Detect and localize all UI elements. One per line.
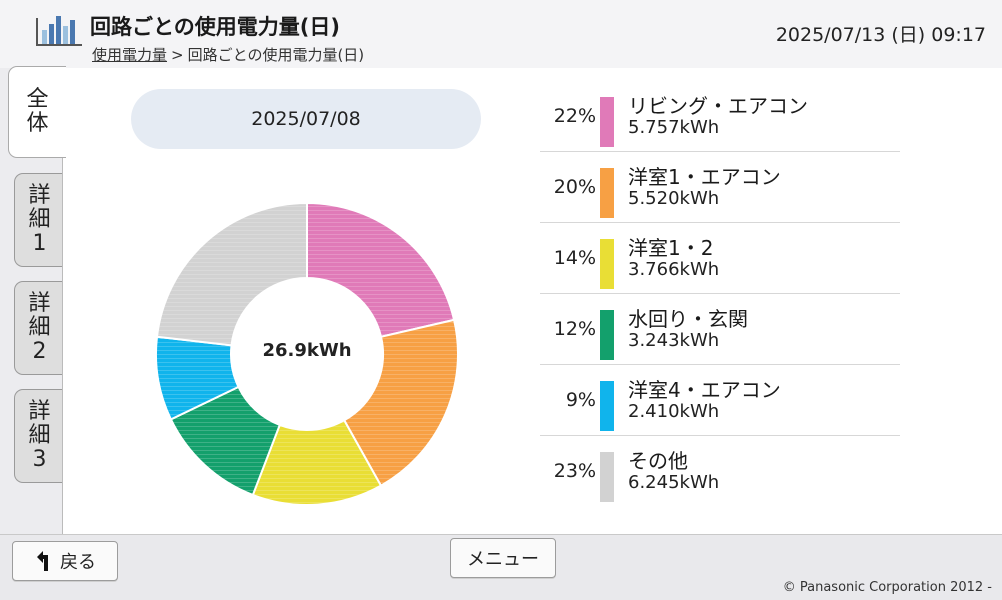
legend-name: 洋室1・2 [628,236,714,260]
legend-item: 23% その他 6.245kWh [540,436,900,507]
tab-overall-char: 体 [26,111,49,136]
tab-detail-3[interactable]: 詳 細 3 [14,389,64,483]
back-button[interactable]: 戻る [12,541,118,581]
legend-name: その他 [628,449,688,473]
legend-percent: 9% [565,389,596,411]
tab-detail-2-char: 2 [32,338,47,364]
donut-slice-texture [307,203,455,337]
tab-detail-3-char: 細 [28,423,51,449]
donut-slice-texture [156,336,239,420]
legend-name: 洋室4・エアコン [628,378,781,402]
legend-percent: 23% [553,460,596,482]
tab-detail-1-char: 細 [28,207,51,233]
footer-bar: 戻る メニュー © Panasonic Corporation 2012 - [0,534,1002,600]
legend-name: リビング・エアコン [628,94,808,118]
donut-slice-texture [344,319,458,486]
breadcrumb: 使用電力量 > 回路ごとの使用電力量(日) [92,44,364,65]
legend-swatch [600,97,614,147]
legend-swatch [600,310,614,360]
legend-swatch [600,239,614,289]
legend-percent: 12% [553,318,596,340]
donut-slice-texture [170,386,280,495]
legend-value: 3.243kWh [628,330,720,351]
tab-detail-2[interactable]: 詳 細 2 [14,281,64,375]
donut-slice-texture [252,420,381,506]
tab-detail-2-char: 細 [28,315,51,341]
legend-value: 3.766kWh [628,259,720,280]
legend-value: 2.410kWh [628,401,720,422]
tab-detail-1-char: 1 [32,230,47,256]
legend-swatch [600,168,614,218]
breadcrumb-current: 回路ごとの使用電力量(日) [187,46,365,64]
menu-button[interactable]: メニュー [450,538,556,578]
legend-item: 9% 洋室4・エアコン 2.410kWh [540,365,900,436]
donut-slice-texture [156,203,307,346]
return-arrow-icon [37,551,48,571]
header-bar: 回路ごとの使用電力量(日) 使用電力量 > 回路ごとの使用電力量(日) 2025/0… [0,0,1002,68]
total-usage-label: 26.9kWh [262,340,352,361]
legend-name: 洋室1・エアコン [628,165,781,189]
donut-chart [155,202,459,506]
copyright-text: © Panasonic Corporation 2012 - [782,580,992,595]
tab-detail-2-char: 詳 [28,291,51,317]
legend-item: 20% 洋室1・エアコン 5.520kWh [540,152,900,223]
legend-value: 5.520kWh [628,188,720,209]
legend-item: 12% 水回り・玄関 3.243kWh [540,294,900,365]
breadcrumb-separator: > [171,46,184,64]
legend-item: 14% 洋室1・2 3.766kWh [540,223,900,294]
legend-name: 水回り・玄関 [628,307,748,331]
back-button-label: 戻る [60,552,96,573]
legend-percent: 20% [553,176,596,198]
legend-swatch [600,452,614,502]
breadcrumb-link-usage[interactable]: 使用電力量 [92,46,168,64]
legend-swatch [600,381,614,431]
tab-overall[interactable]: 全 体 [8,66,66,158]
page-title: 回路ごとの使用電力量(日) [90,15,340,39]
selected-date[interactable]: 2025/07/08 [131,89,481,149]
legend-percent: 22% [553,105,596,127]
tab-detail-1[interactable]: 詳 細 1 [14,173,64,267]
tab-overall-char: 全 [26,87,49,113]
current-datetime: 2025/07/13 (日) 09:17 [775,24,986,46]
legend-item: 22% リビング・エアコン 5.757kWh [540,81,900,152]
bar-chart-icon [36,16,82,46]
tab-detail-1-char: 詳 [28,183,51,209]
legend-value: 5.757kWh [628,117,720,138]
tab-detail-3-char: 3 [32,446,47,472]
tab-detail-3-char: 詳 [28,399,51,425]
legend-value: 6.245kWh [628,472,720,493]
legend-percent: 14% [553,247,596,269]
